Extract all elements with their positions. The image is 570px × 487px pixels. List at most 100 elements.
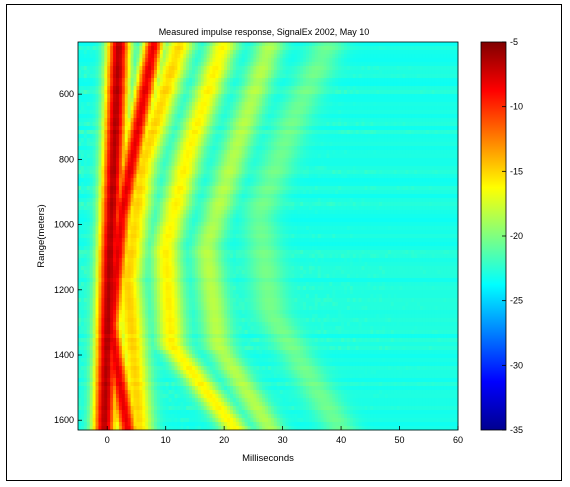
heatmap-cell (186, 98, 190, 103)
heatmap-cell (92, 166, 96, 171)
heatmap-cell (165, 194, 170, 199)
heatmap-cell (113, 134, 117, 139)
heatmap-cell (288, 146, 292, 151)
heatmap-cell (107, 126, 111, 131)
heatmap-cell (212, 90, 216, 95)
heatmap-cell (89, 62, 94, 67)
heatmap-cell (311, 130, 316, 135)
heatmap-cell (253, 170, 257, 175)
heatmap-cell (370, 102, 374, 107)
heatmap-cell (341, 158, 345, 163)
heatmap-cell (285, 94, 289, 99)
heatmap-cell (437, 66, 441, 71)
heatmap-cell (83, 42, 88, 47)
heatmap-cell (203, 50, 208, 55)
heatmap-cell (431, 50, 436, 55)
heatmap-cell (358, 42, 362, 47)
heatmap-cell (244, 50, 248, 55)
heatmap-cell (183, 114, 187, 119)
heatmap-cell (396, 42, 400, 47)
heatmap-cell (308, 50, 313, 55)
heatmap-cell (186, 166, 190, 171)
heatmap-cell (221, 154, 225, 159)
heatmap-cell (361, 42, 365, 47)
heatmap-cell (241, 186, 246, 191)
heatmap-cell (414, 158, 418, 163)
heatmap-cell (142, 82, 146, 87)
heatmap-cell (230, 78, 234, 83)
heatmap-cell (402, 134, 406, 139)
heatmap-cell (402, 162, 406, 167)
heatmap-cell (113, 50, 117, 55)
heatmap-cell (89, 110, 94, 115)
heatmap-cell (92, 50, 96, 55)
heatmap-cell (279, 98, 284, 103)
heatmap-cell (113, 194, 117, 199)
heatmap-cell (98, 146, 102, 151)
heatmap-cell (431, 190, 436, 195)
heatmap-cell (282, 78, 286, 83)
heatmap-cell (349, 90, 354, 95)
heatmap-cell (209, 130, 213, 135)
heatmap-cell (440, 102, 444, 107)
heatmap-cell (425, 86, 430, 91)
heatmap-cell (183, 106, 187, 111)
heatmap-cell (387, 90, 392, 95)
heatmap-cell (437, 146, 441, 151)
heatmap-cell (227, 90, 231, 95)
heatmap-cell (221, 102, 225, 107)
heatmap-cell (288, 162, 292, 167)
heatmap-cell (335, 86, 339, 91)
heatmap-cell (291, 142, 295, 147)
heatmap-cell (104, 118, 108, 123)
heatmap-cell (133, 166, 137, 171)
heatmap-cell (440, 110, 444, 115)
heatmap-cell (186, 126, 190, 131)
heatmap-cell (341, 94, 345, 99)
heatmap-cell (373, 182, 377, 187)
heatmap-cell (265, 134, 269, 139)
heatmap-cell (121, 58, 126, 63)
heatmap-cell (142, 106, 146, 111)
heatmap-cell (192, 130, 196, 135)
heatmap-cell (174, 138, 178, 143)
heatmap-cell (341, 146, 345, 151)
heatmap-cell (405, 130, 409, 135)
heatmap-cell (98, 78, 102, 83)
heatmap-cell (320, 46, 324, 51)
heatmap-cell (311, 66, 316, 71)
heatmap-cell (107, 94, 111, 99)
heatmap-cell (224, 190, 228, 195)
heatmap-cell (449, 102, 453, 107)
heatmap-cell (86, 50, 91, 55)
heatmap-cell (154, 98, 158, 103)
heatmap-cell (98, 142, 102, 147)
heatmap-cell (244, 186, 248, 191)
heatmap-cell (455, 46, 459, 51)
heatmap-cell (177, 70, 181, 75)
heatmap-cell (107, 50, 111, 55)
heatmap-cell (314, 82, 319, 87)
heatmap-cell (405, 70, 409, 75)
heatmap-cell (338, 154, 342, 159)
heatmap-cell (373, 94, 377, 99)
heatmap-cell (428, 106, 433, 111)
heatmap-cell (382, 154, 386, 159)
heatmap-cell (177, 78, 181, 83)
heatmap-cell (396, 78, 400, 83)
heatmap-cell (414, 146, 418, 151)
heatmap-cell (250, 154, 254, 159)
heatmap-cell (244, 142, 248, 147)
heatmap-cell (247, 142, 251, 147)
heatmap-cell (417, 166, 421, 171)
heatmap-cell (156, 166, 161, 171)
heatmap-cell (414, 62, 418, 67)
heatmap-cell (92, 86, 96, 91)
heatmap-cell (303, 54, 307, 59)
heatmap-cell (355, 182, 360, 187)
heatmap-cell (268, 98, 272, 103)
heatmap-cell (247, 46, 251, 51)
heatmap-cell (396, 154, 400, 159)
heatmap-cell (446, 174, 450, 179)
heatmap-cell (297, 126, 301, 131)
